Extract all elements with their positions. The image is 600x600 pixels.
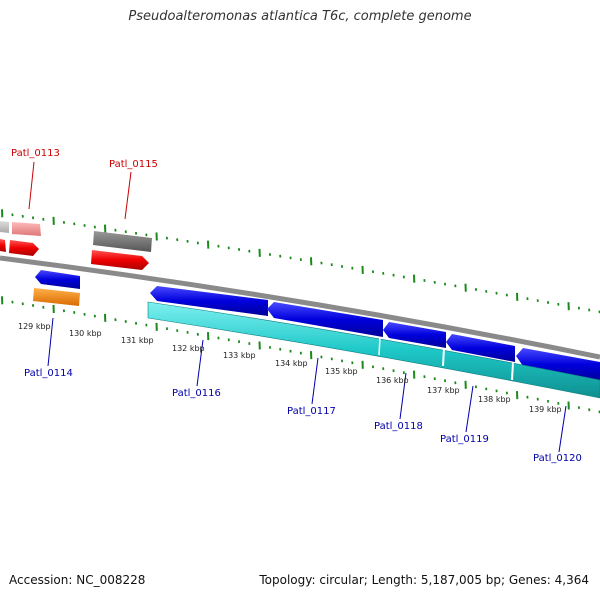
gene-feature-patl-0114 (35, 270, 80, 289)
cyan-gap-2 (442, 347, 445, 367)
forward-features-upper (0, 221, 152, 270)
gene-feature-patl-0113 (12, 222, 41, 236)
gene-feature-patl-0116 (150, 286, 268, 316)
gene-feature-red-a (0, 239, 6, 252)
leader-patl-0118 (399, 372, 407, 420)
gene-feature-red-c (91, 250, 149, 270)
leader-lines (28, 161, 132, 220)
forward-features-lower (33, 270, 600, 381)
reverse-band (147, 301, 600, 399)
genome-title: Pseudoalteromonas atlantica T6c, complet… (128, 9, 472, 24)
scale-label: 130 kbp (69, 329, 102, 338)
gene-label-patl-0116: Patl_0116 (172, 388, 221, 399)
gene-labels: Patl_0113 Patl_0115 Patl_0114 Patl_0116 … (11, 148, 582, 464)
scale-label: 139 kbp (529, 405, 562, 414)
cyan-band (147, 301, 600, 399)
gene-feature-red-b (9, 240, 39, 256)
gene-label-patl-0113: Patl_0113 (11, 148, 60, 159)
scale-label: 134 kbp (275, 359, 308, 368)
gene-feature-patl-0115 (93, 231, 152, 252)
leader-lines-lower (47, 317, 567, 453)
scale-labels: 129 kbp 130 kbp 131 kbp 132 kbp 133 kbp … (18, 322, 562, 414)
gene-feature-patl-0118 (383, 322, 446, 348)
cyan-gap-1 (378, 336, 381, 356)
scale-label: 133 kbp (223, 351, 256, 360)
leader-patl-0115 (124, 171, 132, 220)
scale-label: 132 kbp (172, 344, 205, 353)
gene-label-patl-0117: Patl_0117 (287, 406, 336, 417)
leader-patl-0113 (28, 161, 35, 210)
gene-feature-patl-0120 (516, 348, 600, 381)
topology-text: Topology: circular; Length: 5,187,005 bp… (259, 573, 589, 587)
gene-feature-orange (33, 288, 80, 306)
gene-label-patl-0119: Patl_0119 (440, 434, 489, 445)
gene-label-patl-0114: Patl_0114 (24, 368, 73, 379)
gene-label-patl-0118: Patl_0118 (374, 421, 423, 432)
gene-feature-light (0, 221, 9, 233)
leader-patl-0117 (311, 357, 319, 405)
accession-text: Accession: NC_008228 (9, 573, 146, 587)
gene-label-patl-0115: Patl_0115 (109, 159, 158, 170)
gene-label-patl-0120: Patl_0120 (533, 453, 582, 464)
leader-patl-0119 (465, 385, 474, 433)
leader-patl-0120 (558, 405, 567, 453)
cyan-gap-3 (511, 361, 514, 381)
scale-label: 135 kbp (325, 367, 358, 376)
scale-label: 129 kbp (18, 322, 51, 331)
gene-feature-patl-0119 (446, 334, 515, 362)
scale-label: 138 kbp (478, 395, 511, 404)
leader-patl-0114 (47, 317, 54, 367)
scale-label: 137 kbp (427, 386, 460, 395)
gene-feature-patl-0117 (267, 302, 383, 337)
leader-patl-0116 (196, 339, 204, 387)
scale-label: 131 kbp (121, 336, 154, 345)
scale-label: 136 kbp (376, 376, 409, 385)
genome-backbone (0, 255, 600, 360)
